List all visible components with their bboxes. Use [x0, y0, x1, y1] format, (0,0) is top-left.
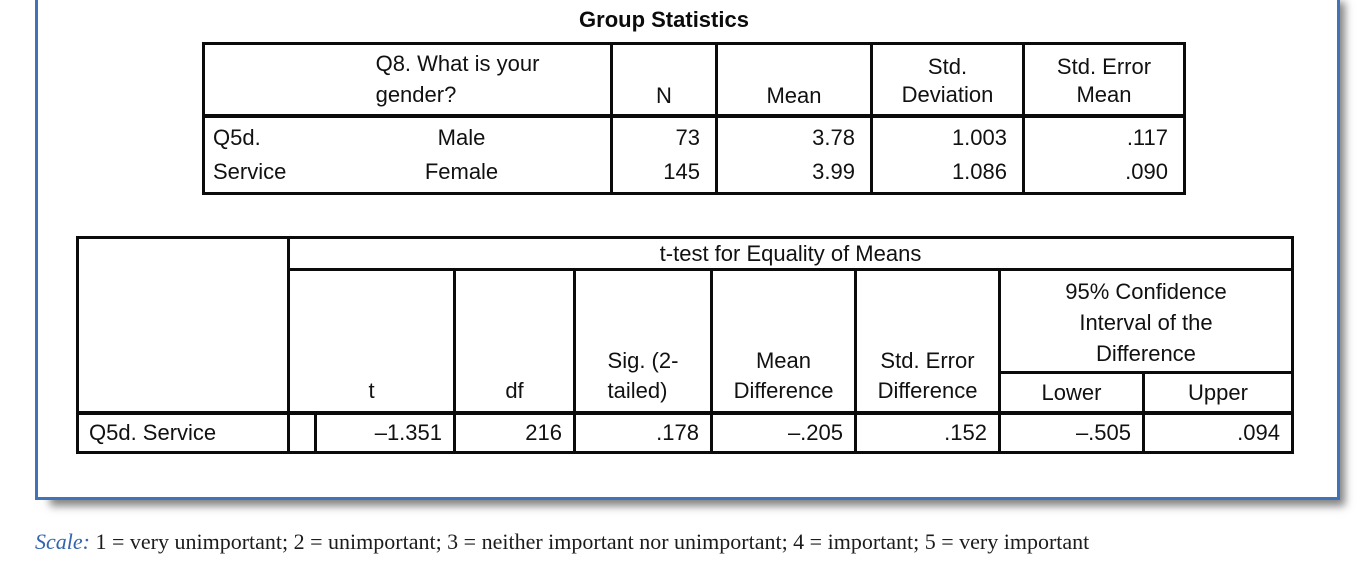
body-rowlabel-gender-cell: Q5d. Service Male Female — [205, 118, 610, 192]
mean-values: 3.78 3.99 — [715, 118, 870, 192]
ttest-row-label: Q5d. Service — [79, 411, 290, 451]
std-error-mean-values: .117 .090 — [1022, 118, 1183, 192]
std-error-mean-male: .117 — [1126, 125, 1168, 150]
ttest-stub-cell — [79, 239, 290, 411]
value-std-error-difference: .152 — [857, 411, 1001, 451]
value-ci-lower: –.505 — [1001, 411, 1145, 451]
header-95-confidence-interval: 95% Confidence Interval of the Differenc… — [1001, 271, 1291, 374]
header-rowlabel-spacer — [205, 45, 305, 114]
scale-text: 1 = very unimportant; 2 = unimportant; 3… — [89, 529, 1090, 554]
n-values: 73 145 — [610, 118, 715, 192]
std-deviation-male: 1.003 — [951, 125, 1007, 150]
row-label-q5d-service: Q5d. Service — [213, 125, 287, 184]
value-sig: .178 — [576, 411, 713, 451]
mean-male: 3.78 — [812, 125, 855, 150]
std-error-mean-female: .090 — [1125, 159, 1168, 184]
scale-note: Scale: 1 = very unimportant; 2 = unimpor… — [35, 527, 1345, 557]
n-male: 73 — [675, 125, 700, 150]
std-deviation-values: 1.003 1.086 — [870, 118, 1022, 192]
std-deviation-female: 1.086 — [951, 159, 1007, 184]
header-t: t — [290, 271, 456, 411]
header-mean: Mean — [715, 45, 870, 118]
gender-values: Male Female — [424, 125, 499, 184]
header-lower: Lower — [1001, 374, 1145, 411]
header-sig-text: Sig. (2- tailed) — [607, 348, 679, 403]
header-group-question: Q8. What is your gender? — [375, 51, 540, 107]
ttest-table: t-test for Equality of Means t df Sig. (… — [76, 236, 1294, 454]
scale-label: Scale: — [35, 529, 90, 554]
header-std-error-difference: Std. Error Difference — [857, 271, 1001, 411]
n-female: 145 — [663, 159, 700, 184]
value-df: 216 — [456, 411, 576, 451]
value-mean-difference: –.205 — [713, 411, 857, 451]
ttest-span-header: t-test for Equality of Means — [290, 239, 1291, 271]
value-ci-upper: .094 — [1145, 411, 1291, 451]
header-upper: Upper — [1188, 379, 1248, 405]
header-std-deviation: Std. Deviation — [870, 45, 1022, 118]
header-group-question-cell: Q8. What is your gender? — [205, 45, 610, 118]
group-statistics-table: Q8. What is your gender? N Mean Std. Dev… — [202, 42, 1186, 195]
header-df: df — [456, 271, 576, 411]
ttest-narrow-empty-cell — [290, 411, 317, 451]
header-mean-difference: Mean Difference — [713, 271, 857, 411]
mean-female: 3.99 — [812, 159, 855, 184]
header-sig-2-tailed: Sig. (2- tailed) — [576, 271, 713, 411]
header-std-error-mean: Std. Error Mean — [1022, 45, 1183, 118]
value-t: –1.351 — [317, 411, 456, 451]
group-statistics-title: Group Statistics — [579, 7, 749, 32]
header-n: N — [610, 45, 715, 118]
